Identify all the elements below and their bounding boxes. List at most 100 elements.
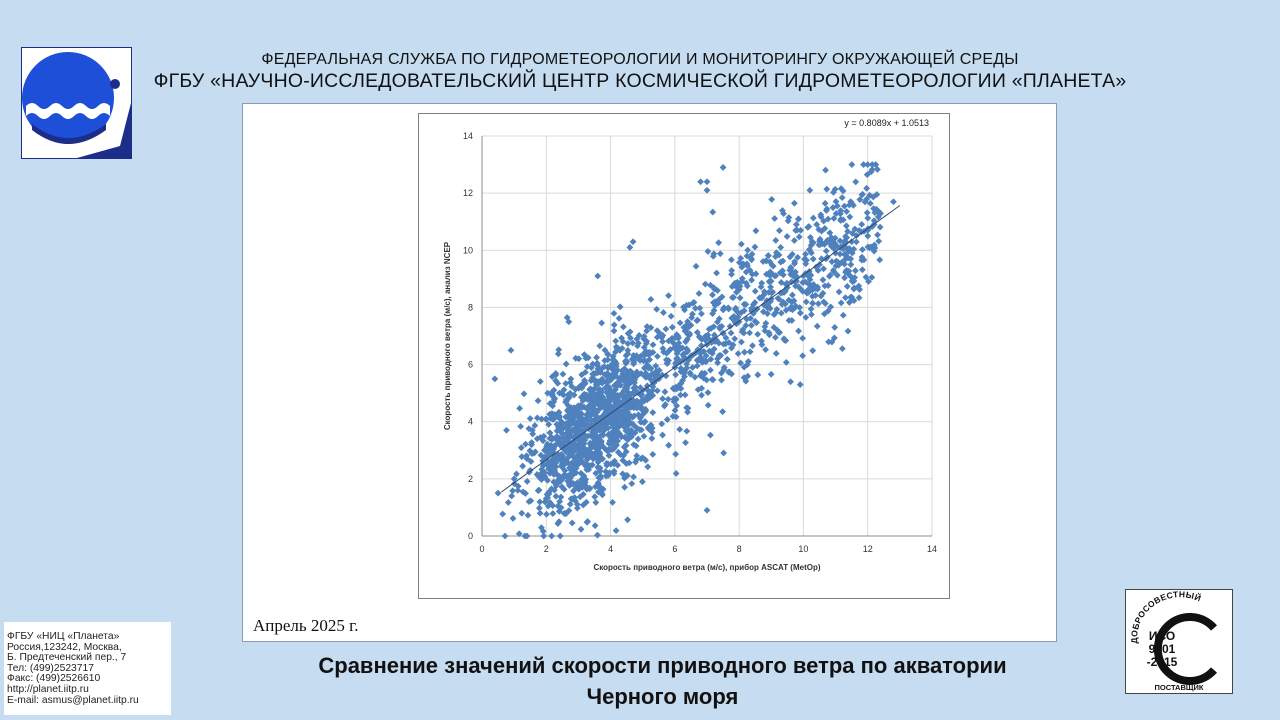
scatter-point [780,210,787,217]
scatter-point [585,402,593,410]
scatter-point [640,335,648,343]
scatter-point [562,380,570,387]
scatter-point [523,532,531,540]
scatter-point [698,310,705,318]
scatter-point [833,202,841,210]
scatter-point [621,376,629,384]
scatter-point [609,446,616,453]
scatter-point [545,421,553,428]
scatter-point [642,373,650,381]
scatter-point [802,250,809,258]
scatter-point [575,432,582,440]
scatter-point [582,498,590,506]
slide-caption: Сравнение значений скорости приводного в… [240,650,1085,712]
scatter-point [714,299,722,307]
scatter-point [726,322,734,330]
scatter-point [527,497,535,505]
caption-line-2: Черного моря [586,684,739,709]
scatter-point [785,317,793,324]
scatter-point [676,319,684,327]
scatter-point [636,400,644,408]
scatter-point [540,432,548,440]
scatter-point [539,473,547,481]
scatter-point [596,449,604,456]
scatter-point [623,379,631,387]
scatter-point [812,292,819,299]
scatter-point [642,357,650,365]
scatter-point [733,279,741,286]
scatter-point [836,237,844,245]
scatter-point [615,314,623,322]
scatter-point [833,271,841,279]
scatter-point [703,178,711,186]
scatter-point [852,267,859,275]
scatter-point [723,355,731,363]
scatter-point [661,388,669,396]
scatter-point [578,371,586,379]
scatter-point [732,304,740,312]
scatter-point [743,252,751,260]
scatter-point [534,397,542,405]
scatter-point [704,389,712,397]
scatter-point [605,384,613,392]
scatter-point [842,268,849,276]
scatter-point [828,234,835,242]
scatter-point [563,314,571,321]
y-tick-label: 12 [463,188,473,198]
scatter-point [823,185,831,193]
scatter-point [607,376,615,383]
scatter-point [820,265,827,273]
scatter-point [738,263,746,271]
scatter-point [728,294,736,301]
scatter-point [769,288,777,296]
scatter-point [604,424,612,432]
scatter-point [575,485,583,493]
iso-line-1: ИСО [1149,629,1175,643]
scatter-point [507,346,515,354]
scatter-point [772,333,779,341]
scatter-point [576,493,584,501]
scatter-point [605,452,613,459]
scatter-point [863,209,871,217]
scatter-point [593,413,601,421]
scatter-point [557,493,565,501]
scatter-point [571,497,579,505]
scatter-point [774,294,782,302]
trendline-equation: y = 0.8089x + 1.0513 [844,118,929,128]
scatter-point [692,304,699,312]
scatter-point [646,389,654,397]
scatter-point [782,306,790,314]
scatter-point [748,276,756,284]
scatter-point [733,288,740,296]
scatter-point [728,283,736,290]
scatter-point [659,431,666,439]
scatter-point [619,411,626,419]
scatter-point [743,260,751,268]
scatter-point [609,366,617,374]
scatter-point [668,323,676,331]
scatter-point [519,488,527,496]
scatter-point [795,327,802,335]
scatter-point [624,405,632,413]
scatter-point [875,237,883,245]
scatter-point [746,329,754,337]
scatter-point [821,282,829,290]
scatter-point [802,314,810,321]
scatter-point [576,422,584,430]
scatter-point [526,466,534,474]
scatter-point [604,460,612,468]
scatter-point [608,360,616,368]
scatter-point [633,452,641,460]
scatter-point [574,455,581,463]
scatter-point [659,338,666,346]
scatter-point [626,244,634,251]
scatter-point [599,491,606,499]
scatter-point [717,352,725,359]
scatter-point [568,459,576,467]
scatter-point [618,367,626,375]
scatter-point [742,268,750,276]
scatter-point [491,375,499,383]
scatter-point [640,364,648,372]
scatter-point [681,391,689,399]
scatter-point [649,383,657,391]
